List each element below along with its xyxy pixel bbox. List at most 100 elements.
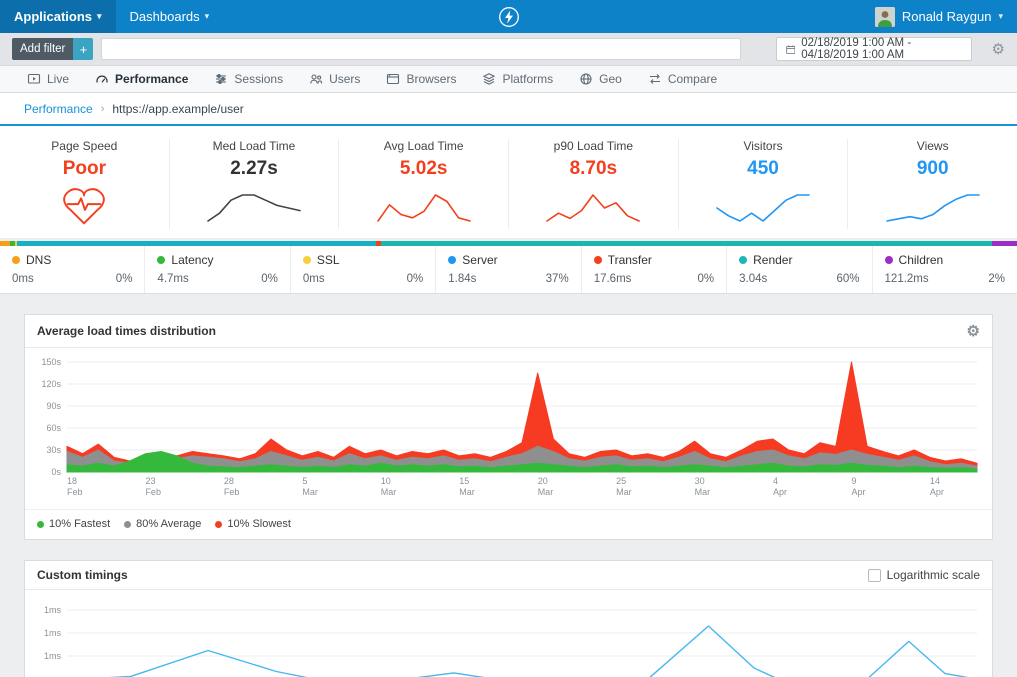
fastest-dot	[37, 520, 44, 528]
filter-input[interactable]	[101, 38, 742, 60]
stat-value: 900	[916, 158, 949, 179]
date-range-picker[interactable]: 02/18/2019 1:00 AM - 04/18/2019 1:00 AM	[775, 37, 972, 61]
timing-value: 17.6ms	[593, 273, 632, 285]
timing-name: Latency	[171, 253, 214, 267]
svg-text:14: 14	[930, 476, 940, 486]
logarithmic-scale-toggle[interactable]: Logarithmic scale	[867, 568, 980, 582]
gear-icon[interactable]: ⚙	[966, 323, 980, 340]
nav-dashboards[interactable]: Dashboards ▾	[116, 0, 224, 33]
timing-render: Render 3.04s 60%	[726, 246, 871, 293]
timing-value: 1.84s	[448, 273, 477, 285]
stat-views: Views 900	[847, 139, 1017, 229]
live-screen-icon	[27, 72, 41, 86]
tab-platforms[interactable]: Platforms	[469, 66, 566, 93]
svg-text:4: 4	[773, 476, 778, 486]
legend-label: 10% Fastest	[49, 518, 111, 530]
stat-p90-load-time: p90 Load Time 8.70s	[508, 139, 678, 229]
timing-value: 0ms	[12, 273, 34, 285]
tab-sessions[interactable]: Sessions	[201, 66, 296, 93]
logarithmic-scale-label: Logarithmic scale	[886, 568, 980, 582]
svg-text:120s: 120s	[41, 379, 61, 389]
legend-label: 10% Slowest	[227, 518, 291, 530]
filter-bar: Add filter + 02/18/2019 1:00 AM - 04/18/…	[0, 33, 1017, 66]
timing-value: 3.04s	[739, 273, 768, 285]
svg-text:150s: 150s	[41, 357, 61, 367]
tab-label: Users	[329, 72, 361, 86]
stat-visitors: Visitors 450	[677, 139, 848, 229]
svg-text:Mar: Mar	[381, 487, 397, 497]
transfer-dot	[593, 256, 602, 264]
heartbeat-icon	[59, 185, 109, 229]
stat-value: Poor	[62, 158, 106, 179]
p90-load-sparkline	[544, 185, 642, 229]
chevron-down-icon: ▾	[204, 11, 210, 21]
breadcrumb-performance-link[interactable]: Performance	[24, 101, 93, 116]
add-filter-button[interactable]: Add filter +	[12, 38, 94, 60]
svg-text:Mar: Mar	[538, 487, 554, 497]
stat-label: p90 Load Time	[553, 139, 634, 153]
tab-compare[interactable]: Compare	[635, 66, 730, 93]
timing-latency: Latency 4.7ms 0%	[144, 246, 289, 293]
render-dot	[739, 256, 748, 264]
med-load-sparkline	[205, 185, 303, 229]
legend-slowest: 10% Slowest	[215, 518, 291, 530]
tab-browsers[interactable]: Browsers	[373, 66, 469, 93]
svg-text:60s: 60s	[46, 423, 61, 433]
stat-value: 5.02s	[399, 158, 448, 179]
views-sparkline	[884, 185, 982, 229]
stat-med-load-time: Med Load Time 2.27s	[168, 139, 339, 229]
svg-text:15: 15	[459, 476, 469, 486]
nav-applications[interactable]: Applications ▾	[0, 0, 116, 33]
tab-geo[interactable]: Geo	[566, 66, 635, 93]
timing-name: Render	[753, 253, 793, 267]
svg-text:Apr: Apr	[773, 487, 787, 497]
lightning-bolt-icon	[498, 6, 519, 27]
timing-bar-segment-render	[381, 241, 992, 246]
tab-users[interactable]: Users	[296, 66, 373, 93]
svg-text:20: 20	[538, 476, 548, 486]
chevron-right-icon: ›	[100, 102, 105, 115]
timing-name: SSL	[316, 253, 340, 267]
avg-load-sparkline	[375, 185, 473, 229]
svg-text:30s: 30s	[46, 445, 61, 455]
svg-text:23: 23	[145, 476, 155, 486]
custom-timings-chart: 1ms 1ms 1ms	[25, 590, 992, 677]
timing-name: DNS	[26, 253, 52, 267]
speedometer-icon	[95, 72, 109, 86]
children-dot	[884, 256, 893, 264]
timing-dns: DNS 0ms 0%	[0, 246, 144, 293]
add-filter-label: Add filter	[12, 38, 74, 60]
user-menu[interactable]: Ronald Raygun ▾	[874, 6, 1017, 27]
svg-text:30: 30	[695, 476, 705, 486]
logarithmic-scale-checkbox[interactable]	[867, 568, 881, 582]
timing-name: Transfer	[607, 253, 652, 267]
svg-text:1ms: 1ms	[44, 605, 62, 615]
chart-legend: 10% Fastest 80% Average 10% Slowest	[25, 509, 992, 539]
timing-pct: 37%	[545, 273, 569, 285]
card-title: Custom timings	[37, 568, 128, 582]
nav-applications-label: Applications	[14, 9, 93, 24]
tab-label: Platforms	[502, 72, 554, 86]
tab-performance[interactable]: Performance	[82, 66, 201, 93]
svg-text:Mar: Mar	[459, 487, 475, 497]
stat-value: 8.70s	[569, 158, 618, 179]
timing-bar-segment-ssl	[15, 241, 18, 246]
tab-live[interactable]: Live	[14, 66, 82, 93]
load-times-card: Average load times distribution ⚙ 0s 30s 6…	[24, 314, 993, 540]
timing-distribution-bar	[0, 241, 1017, 246]
browser-window-icon	[386, 72, 400, 86]
timing-bar-segment-transfer	[376, 241, 382, 246]
stat-label: Page Speed	[51, 139, 118, 153]
timing-ssl: SSL 0ms 0%	[289, 246, 435, 293]
latency-dot	[157, 256, 166, 264]
tab-bar: Live Performance Sessions	[0, 66, 1017, 93]
custom-timings-card: Custom timings Logarithmic scale 1ms 1ms 1…	[24, 560, 993, 677]
svg-text:Feb: Feb	[145, 487, 161, 497]
stat-page-speed: Page Speed Poor	[0, 139, 169, 229]
date-range-label: 02/18/2019 1:00 AM - 04/18/2019 1:00 AM	[801, 37, 912, 61]
gear-icon[interactable]: ⚙	[991, 41, 1005, 58]
svg-text:Mar: Mar	[302, 487, 318, 497]
timing-transfer: Transfer 17.6ms 0%	[580, 246, 726, 293]
app-logo[interactable]	[498, 6, 520, 28]
legend-label: 80% Average	[136, 518, 202, 530]
